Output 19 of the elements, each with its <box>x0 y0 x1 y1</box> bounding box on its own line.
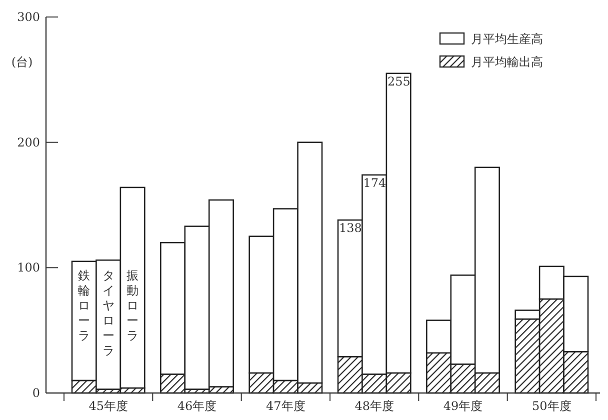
y-tick-label: 300 <box>17 10 40 24</box>
y-axis-title: (台) <box>11 54 33 69</box>
x-tick-label: 45年度 <box>88 399 128 413</box>
total-label: 138 <box>339 221 362 236</box>
y-tick-label: 0 <box>32 386 40 400</box>
total-label: 255 <box>387 74 410 88</box>
y-tick-label: 200 <box>17 135 40 150</box>
legend-label: 月平均輸出高 <box>471 55 543 69</box>
y-tick-label: 100 <box>17 260 40 275</box>
x-tick-label: 46年度 <box>177 399 217 413</box>
annotation: タイヤローラ <box>102 268 114 358</box>
total-label: 174 <box>363 176 386 190</box>
legend-label: 月平均生産高 <box>471 32 543 46</box>
x-tick-label: 48年度 <box>354 399 394 413</box>
annotation: 振動ローラ <box>126 268 139 343</box>
x-tick-label: 49年度 <box>443 399 483 413</box>
x-tick-label: 50年度 <box>532 399 572 413</box>
annotation: 鉄輪ローラ <box>78 268 90 343</box>
x-tick-label: 47年度 <box>266 399 306 413</box>
